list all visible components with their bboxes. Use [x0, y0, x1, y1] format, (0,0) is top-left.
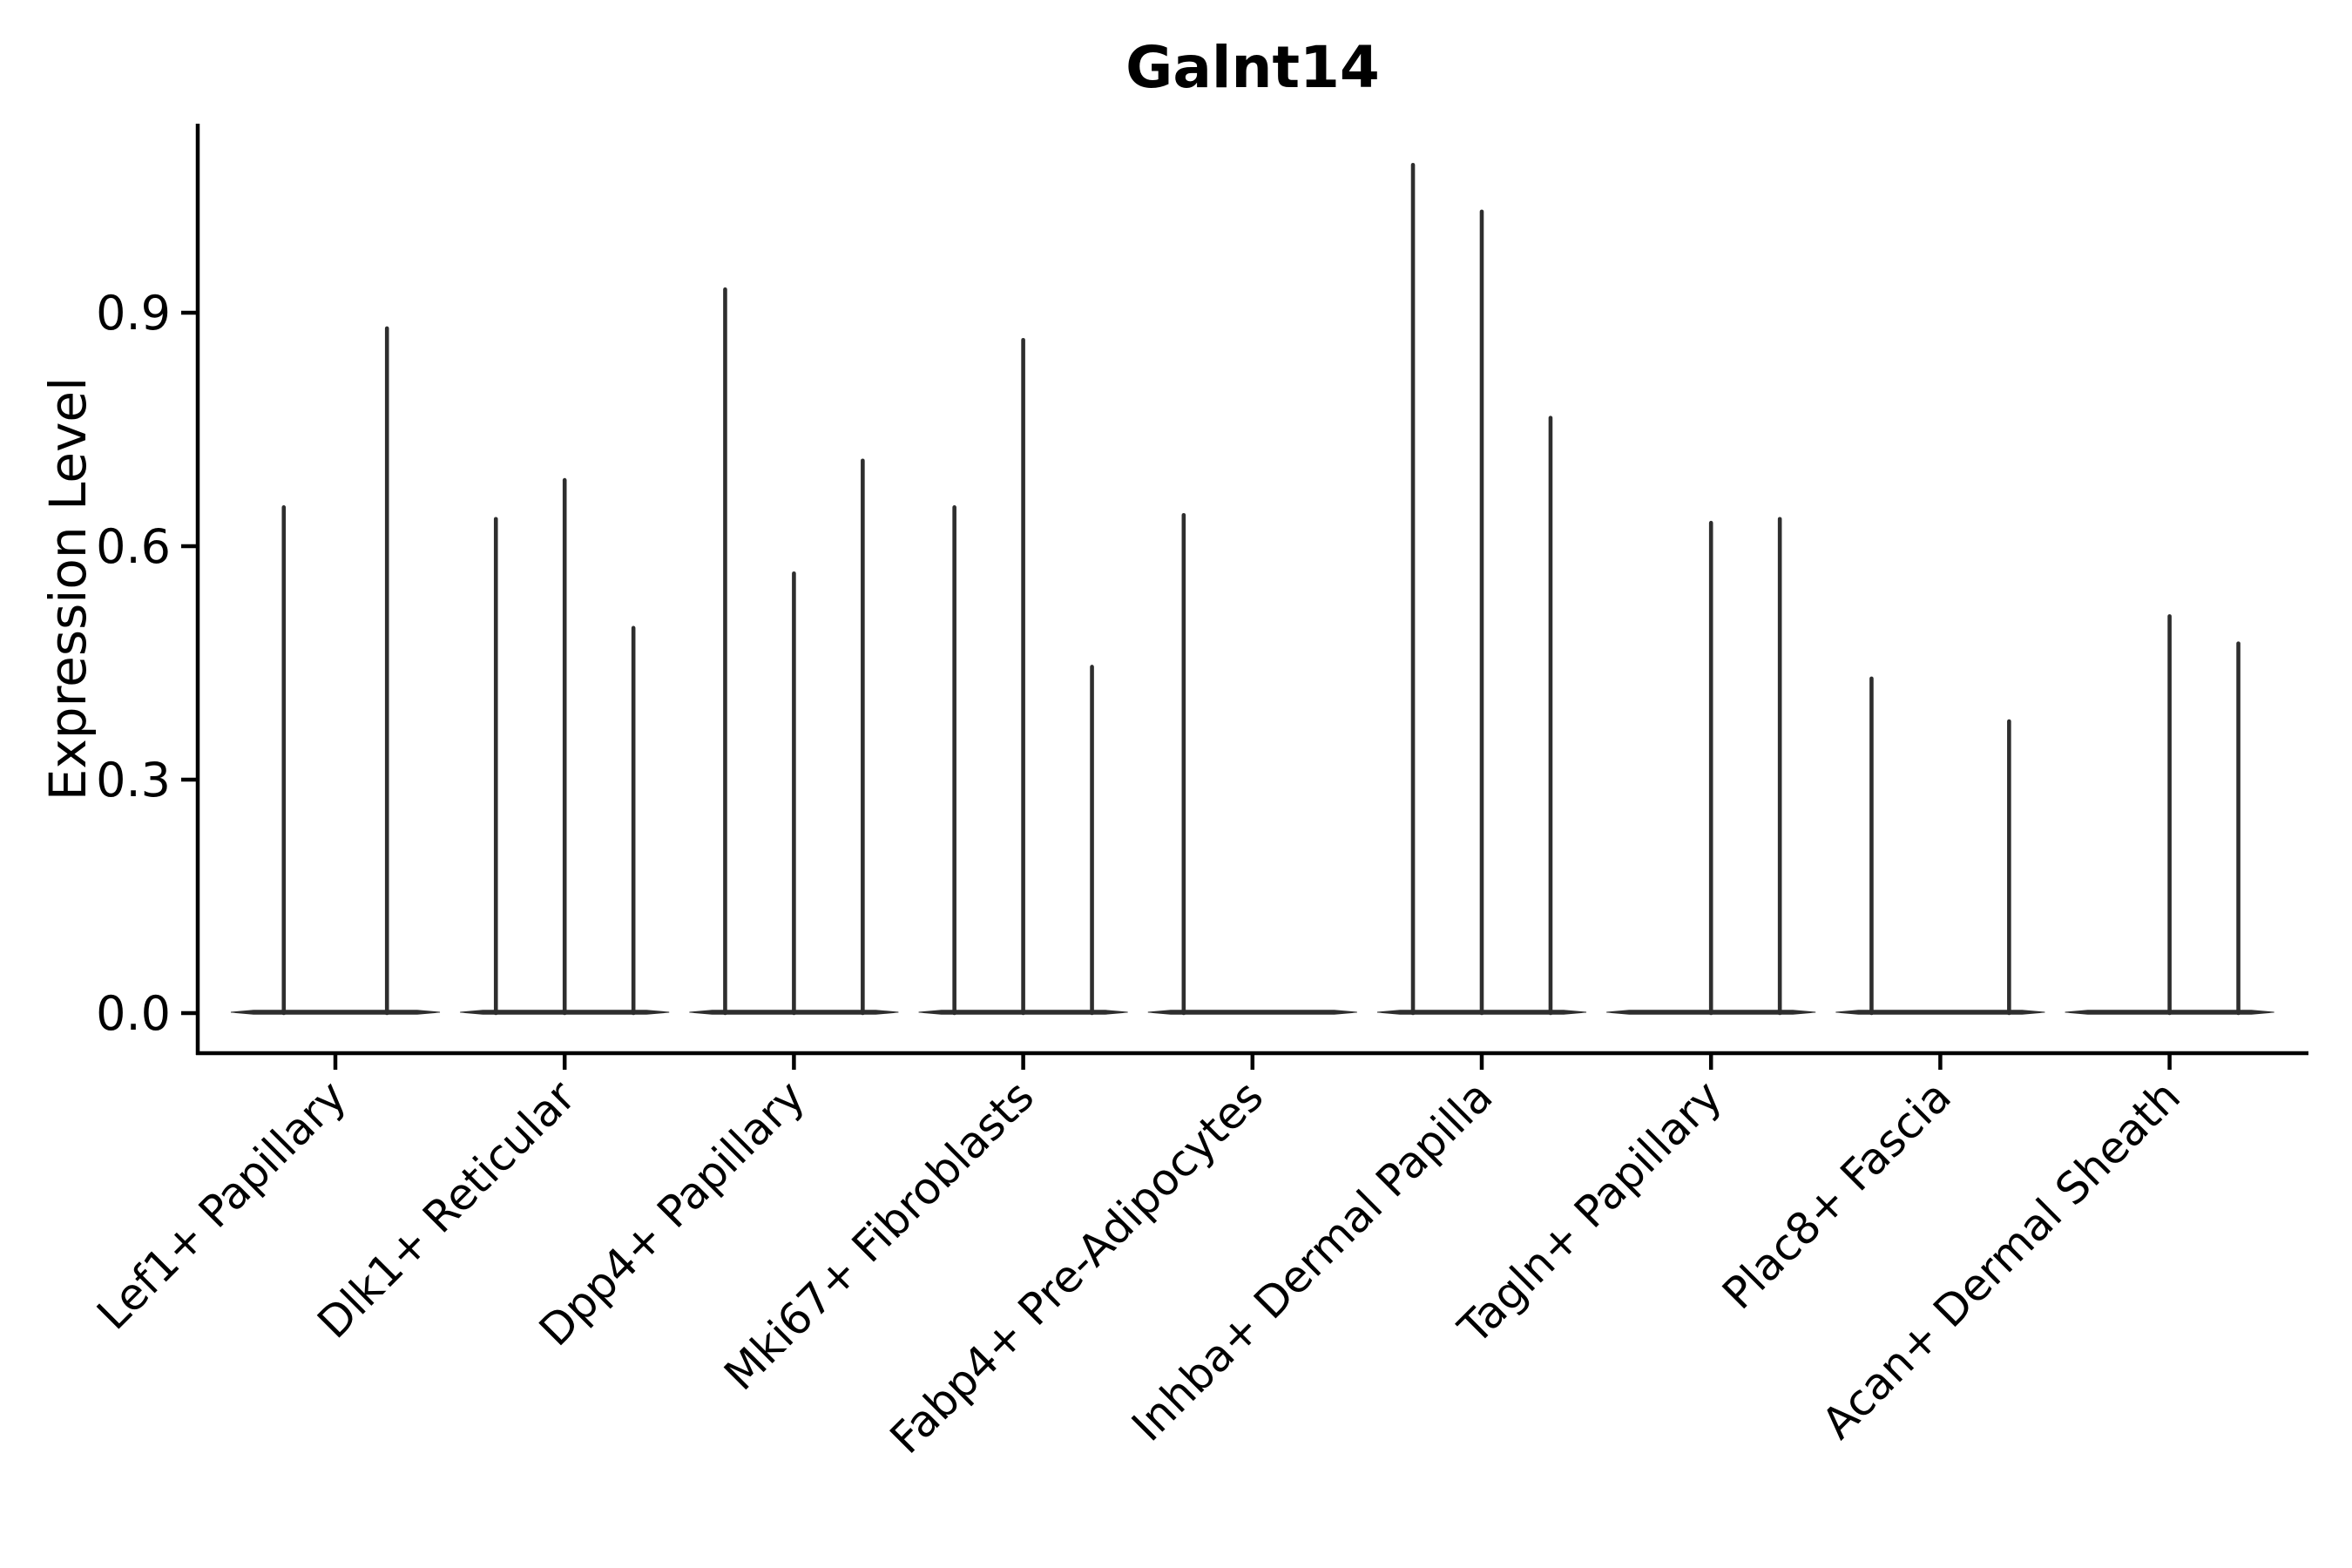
violin-group	[918, 337, 1128, 1016]
x-tick-label: Plac8+ Fascia	[1713, 1071, 1961, 1319]
violin-group	[1376, 163, 1587, 1016]
violin-group	[1835, 676, 2045, 1016]
violin-group	[1147, 512, 1357, 1016]
violin-group	[1606, 517, 1816, 1016]
axes-spines	[195, 124, 2308, 1056]
violin-group	[230, 326, 441, 1016]
violin-shapes	[230, 163, 2274, 1016]
violin-group	[689, 287, 899, 1016]
violin-base	[1835, 1010, 2045, 1015]
x-tick-label: Fabp4+ Pre-Adipocytes	[881, 1071, 1274, 1463]
y-tick-label: 0.9	[96, 286, 171, 341]
violin-base	[1147, 1010, 1357, 1015]
violin-group	[2065, 614, 2274, 1016]
y-tick-label: 0.3	[96, 753, 171, 808]
violin-base	[230, 1010, 441, 1015]
y-tick-label: 0.0	[96, 986, 171, 1041]
y-axis-ticks: 0.0 0.3 0.6 0.9	[96, 286, 198, 1041]
x-tick-label: Lef1+ Papillary	[87, 1071, 355, 1339]
y-axis-label: Expression Level	[38, 377, 98, 801]
y-tick-label: 0.6	[96, 519, 171, 574]
violin-group	[460, 477, 670, 1016]
chart-title: Galnt14	[1125, 34, 1380, 101]
